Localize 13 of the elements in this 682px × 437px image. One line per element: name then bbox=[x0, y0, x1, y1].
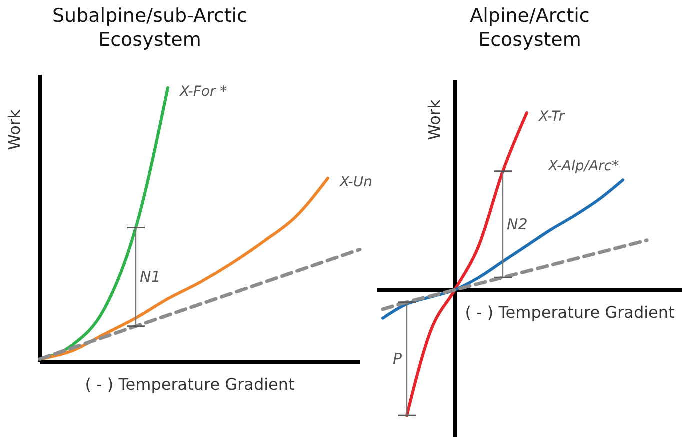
series-label: X-Alp/Arc* bbox=[548, 158, 619, 174]
y-axis-title: Work bbox=[425, 99, 444, 140]
x-axis-title: ( - ) Temperature Gradient bbox=[85, 375, 295, 394]
series-label: X-Un bbox=[339, 174, 372, 190]
chart-title: Alpine/Arctic Ecosystem bbox=[470, 5, 590, 51]
annotation: P bbox=[393, 350, 403, 368]
chart-title: Subalpine/sub-Arctic Ecosystem bbox=[52, 5, 248, 51]
series-label: X-Tr bbox=[538, 109, 566, 125]
series-label: X-For * bbox=[179, 84, 228, 100]
x-axis-title: ( - ) Temperature Gradient bbox=[465, 303, 675, 322]
annotation: N2 bbox=[507, 216, 528, 234]
annotation: N1 bbox=[140, 268, 161, 286]
y-axis-title: Work bbox=[5, 109, 24, 150]
